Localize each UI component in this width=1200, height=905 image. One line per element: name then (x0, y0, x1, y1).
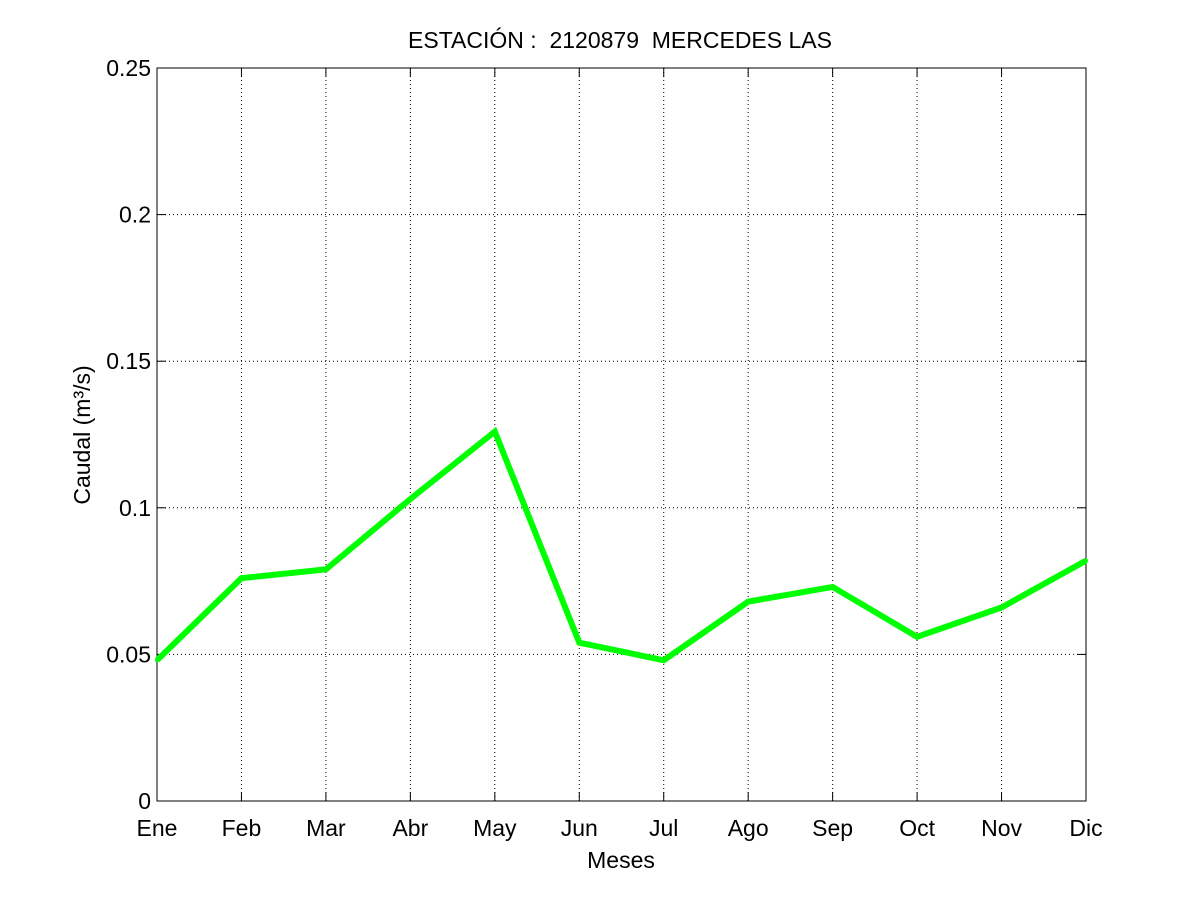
data-point (155, 658, 159, 663)
data-point (661, 658, 666, 663)
y-tick-label: 0.25 (106, 55, 151, 81)
data-point (830, 584, 835, 589)
data-point (915, 634, 920, 639)
y-tick-labels: 0 0.05 0.1 0.15 0.2 0.25 (106, 55, 151, 814)
x-tick-label: Ago (728, 815, 769, 841)
y-tick-label: 0 (138, 788, 151, 814)
data-point (239, 576, 244, 581)
y-tick-label: 0.2 (119, 202, 151, 228)
series-line (154, 426, 1088, 664)
x-tick-label: Jun (561, 815, 598, 841)
x-axis-label: Meses (587, 847, 655, 873)
data-point (577, 640, 582, 645)
y-tick-label: 0.15 (106, 348, 151, 374)
x-tick-label: Feb (222, 815, 262, 841)
data-series (154, 426, 1088, 664)
data-point (492, 429, 497, 434)
x-tick-label: May (473, 815, 517, 841)
x-tick-label: Abr (392, 815, 428, 841)
x-tick-label: Nov (981, 815, 1022, 841)
data-point (999, 605, 1004, 610)
x-tick-label: Dic (1069, 815, 1102, 841)
data-point (746, 599, 751, 604)
data-point (323, 567, 328, 572)
x-tick-label: Oct (899, 815, 935, 841)
x-tick-label: Sep (812, 815, 853, 841)
y-tick-label: 0.1 (119, 495, 151, 521)
x-tick-label: Mar (306, 815, 346, 841)
x-tick-labels: Ene Feb Mar Abr May Jun Jul Ago Sep Oct Nov Dic (137, 815, 1103, 841)
plot-frame (156, 67, 1087, 802)
chart-title: ESTACIÓN : 2120879 MERCEDES LAS (408, 27, 832, 53)
plot-background (157, 68, 1086, 801)
x-tick-label: Ene (137, 815, 178, 841)
data-point (1084, 558, 1088, 563)
y-axis-label: Caudal (m³/s) (69, 365, 95, 504)
data-point (408, 497, 413, 502)
y-tick-label: 0.05 (106, 641, 151, 667)
x-tick-label: Jul (649, 815, 678, 841)
